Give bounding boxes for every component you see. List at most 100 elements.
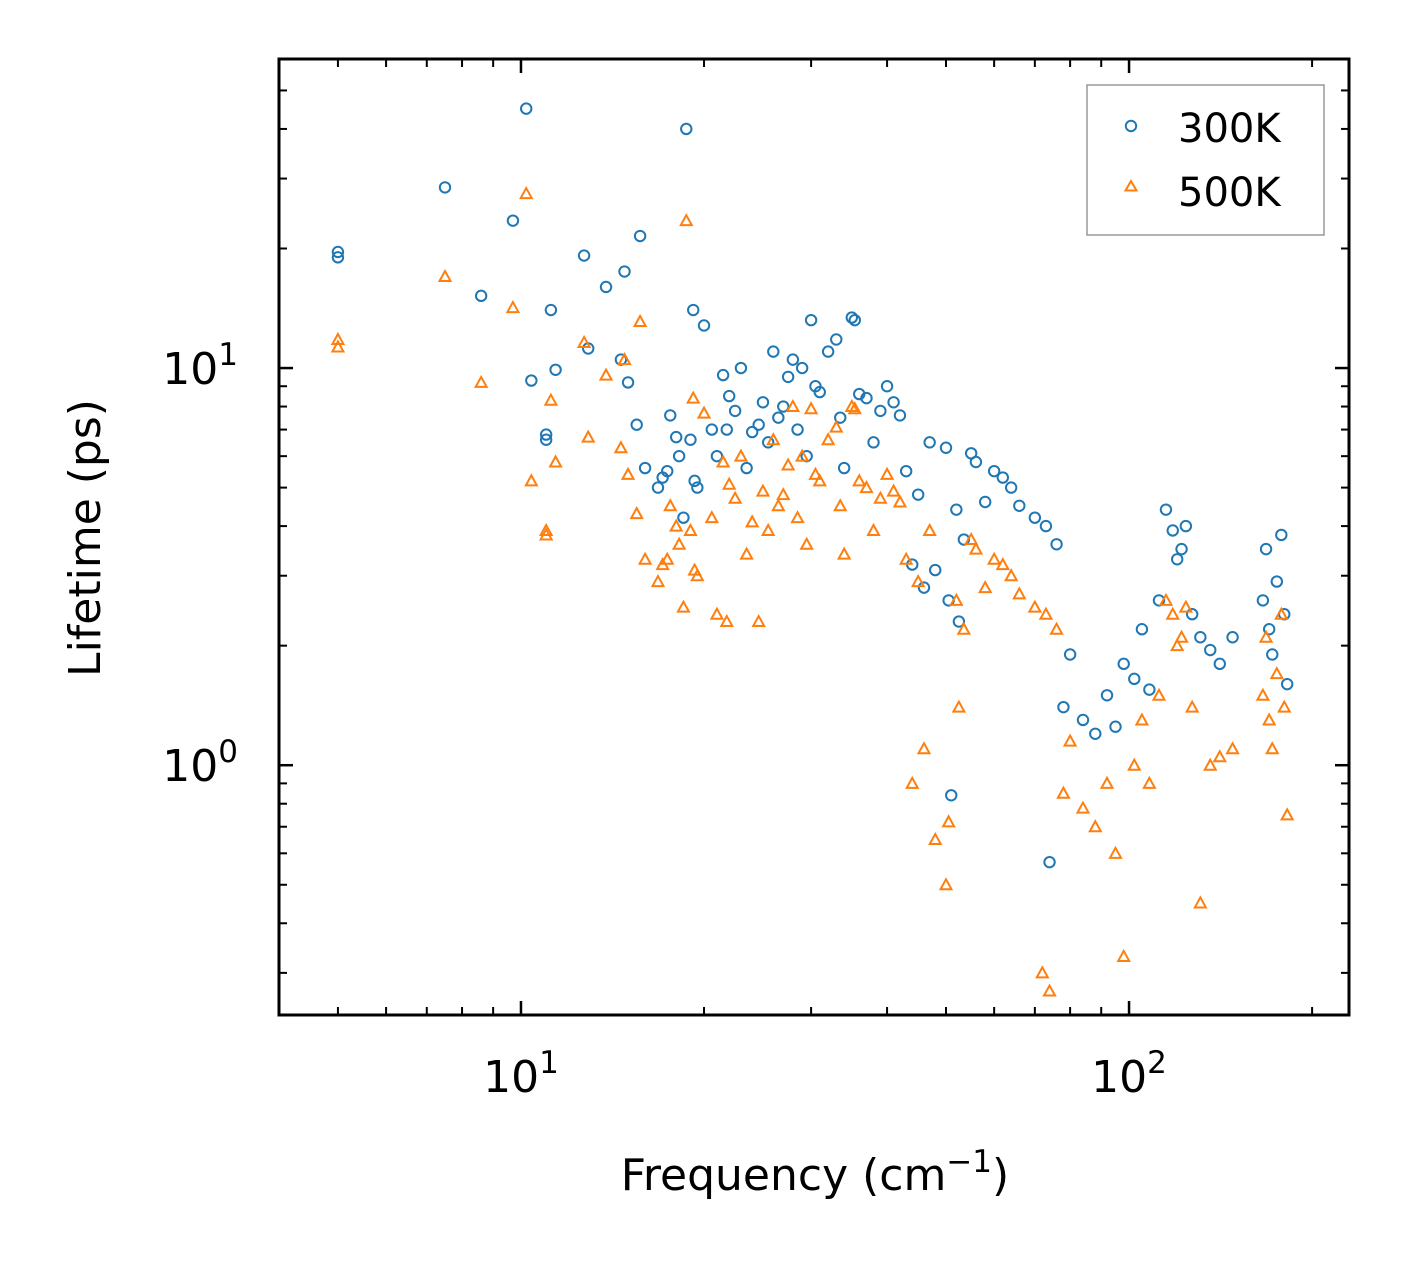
point-300K <box>688 474 701 488</box>
point-500K <box>1075 800 1091 814</box>
point-300K <box>705 423 719 436</box>
point-300K <box>781 370 795 384</box>
point-500K <box>794 448 810 462</box>
point-500K <box>744 514 760 528</box>
point-500K <box>709 606 725 620</box>
x-tick-label: 101 <box>483 1045 559 1103</box>
point-500K <box>1174 629 1189 643</box>
point-500K <box>543 392 559 406</box>
point-500K <box>892 494 908 508</box>
point-500K <box>613 440 629 454</box>
point-300K <box>845 311 859 324</box>
point-500K <box>660 551 675 565</box>
x-axis-title: Frequency (cm−1) <box>621 1144 1009 1201</box>
point-500K <box>704 510 720 524</box>
point-500K <box>637 551 653 565</box>
point-500K <box>799 536 814 550</box>
point-300K <box>331 251 345 264</box>
point-500K <box>1255 687 1271 701</box>
point-300K <box>1175 542 1188 556</box>
point-300K <box>638 461 652 475</box>
point-500K <box>803 401 819 415</box>
point-500K <box>1274 606 1289 620</box>
legend-box <box>1086 84 1325 236</box>
point-300K <box>945 789 958 802</box>
point-300K <box>1194 631 1207 644</box>
point-500K <box>1035 965 1050 979</box>
point-300K <box>1004 481 1018 494</box>
point-500K <box>690 568 705 582</box>
point-300K <box>795 361 809 375</box>
point-500K <box>766 432 781 446</box>
point-300K <box>520 102 533 115</box>
point-500K <box>995 557 1010 571</box>
point-500K <box>780 457 796 471</box>
point-500K <box>910 573 926 588</box>
y-tick-labels: 100 101 <box>162 337 238 792</box>
point-300K <box>1100 689 1114 702</box>
point-300K <box>804 313 818 327</box>
point-500K <box>1012 586 1027 600</box>
point-500K <box>963 531 979 546</box>
point-500K <box>886 483 901 497</box>
point-500K <box>755 483 771 497</box>
point-500K <box>820 432 836 446</box>
point-500K <box>676 599 691 613</box>
point-500K <box>671 536 687 550</box>
point-500K <box>922 522 937 536</box>
point-300K <box>720 423 733 436</box>
point-300K <box>939 441 953 454</box>
point-300K <box>756 396 770 409</box>
x-tick-label: 102 <box>1091 1045 1167 1103</box>
point-500K <box>1116 948 1131 962</box>
point-500K <box>679 213 694 227</box>
point-300K <box>722 389 736 403</box>
point-500K <box>1134 712 1150 726</box>
point-300K <box>633 229 647 243</box>
point-500K <box>978 580 993 594</box>
point-500K <box>722 476 737 490</box>
point-500K <box>1042 983 1057 997</box>
point-500K <box>833 498 848 512</box>
point-300K <box>917 581 931 594</box>
point-300K <box>438 181 452 194</box>
point-300K <box>1213 657 1226 671</box>
point-500K <box>951 699 967 713</box>
point-300K <box>331 245 345 259</box>
point-300K <box>969 455 983 469</box>
point-500K <box>1038 606 1054 620</box>
point-500K <box>1261 712 1277 726</box>
point-300K <box>867 436 880 449</box>
point-300K <box>929 563 942 577</box>
point-300K <box>1166 524 1179 537</box>
point-300K <box>1259 542 1273 556</box>
point-500K <box>986 551 1002 565</box>
point-300K <box>745 425 759 439</box>
point-500K <box>898 551 914 565</box>
point-500K <box>760 522 776 536</box>
data-points <box>330 102 1295 997</box>
point-500K <box>1203 757 1218 771</box>
point-300K <box>710 449 724 463</box>
point-300K <box>786 353 800 366</box>
y-axis-title: Lifetime (ps) <box>60 399 111 677</box>
point-300K <box>834 411 847 424</box>
point-300K <box>539 433 553 446</box>
point-500K <box>437 268 453 283</box>
point-500K <box>330 331 346 346</box>
point-300K <box>899 464 913 478</box>
point-500K <box>879 466 895 480</box>
point-500K <box>1108 845 1123 859</box>
point-500K <box>576 334 592 348</box>
point-300K <box>664 409 677 422</box>
point-500K <box>771 498 786 512</box>
point-300K <box>1179 519 1193 533</box>
point-500K <box>1165 606 1180 620</box>
point-300K <box>1143 683 1156 696</box>
point-300K <box>549 363 562 376</box>
point-300K <box>506 214 520 227</box>
point-300K <box>1057 700 1070 714</box>
point-500K <box>1193 895 1208 909</box>
point-300K <box>911 488 925 501</box>
series-500K <box>330 185 1295 997</box>
